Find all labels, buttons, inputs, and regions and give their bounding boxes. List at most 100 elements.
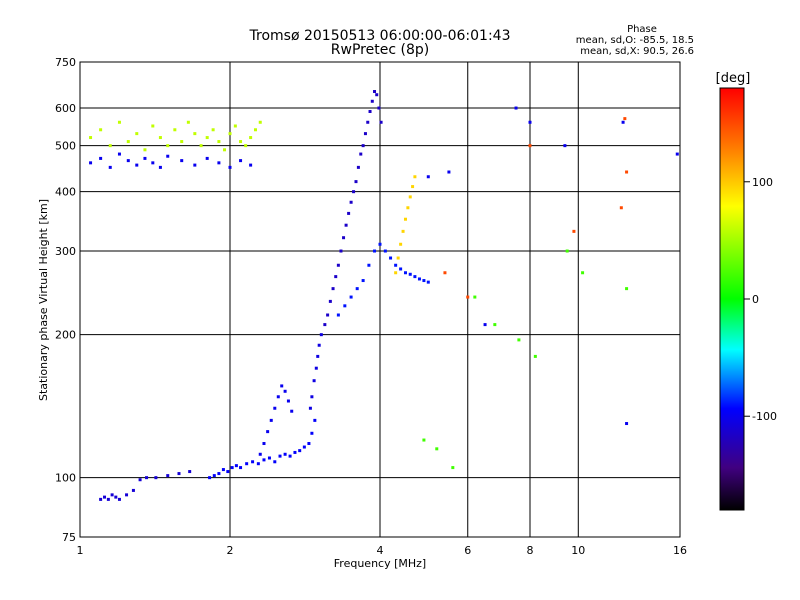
data-point — [278, 454, 282, 458]
data-point — [89, 161, 93, 165]
data-point — [126, 140, 130, 144]
data-point — [413, 275, 417, 279]
data-point — [251, 460, 255, 464]
data-point — [211, 128, 215, 132]
data-point — [166, 154, 170, 158]
data-point — [180, 159, 184, 163]
data-point — [343, 304, 347, 308]
data-point — [417, 277, 421, 281]
data-point — [288, 454, 292, 458]
data-point — [245, 462, 249, 466]
data-point — [563, 144, 567, 148]
x-tick-label: 4 — [377, 544, 384, 557]
data-point — [166, 144, 170, 148]
data-point — [394, 271, 398, 275]
data-point — [253, 128, 257, 132]
data-point — [367, 263, 371, 267]
data-point — [422, 279, 426, 283]
data-point — [283, 452, 287, 456]
data-point — [223, 148, 227, 152]
data-point — [267, 456, 271, 460]
data-point — [323, 323, 327, 327]
data-point — [378, 242, 382, 246]
data-point — [408, 272, 412, 276]
data-point — [117, 152, 121, 156]
data-point — [99, 156, 103, 160]
data-point — [347, 211, 351, 215]
y-tick-label: 600 — [55, 102, 76, 115]
data-point — [99, 128, 103, 132]
data-point — [403, 271, 407, 275]
data-point — [138, 478, 142, 482]
data-point — [308, 406, 312, 410]
data-point — [355, 287, 359, 291]
data-point — [228, 165, 232, 169]
data-point — [572, 229, 576, 233]
data-point — [621, 120, 625, 124]
data-point — [408, 195, 412, 199]
data-point — [126, 159, 130, 163]
data-point — [173, 128, 177, 132]
data-point — [334, 275, 338, 279]
phase-stats-x: mean, sd,X: 90.5, 26.6 — [580, 46, 694, 57]
y-tick-label: 500 — [55, 140, 76, 153]
data-point — [180, 140, 184, 144]
data-point — [110, 493, 114, 497]
data-point — [286, 399, 290, 403]
data-point — [375, 93, 379, 97]
data-point — [625, 287, 629, 291]
data-point — [249, 163, 253, 167]
data-point — [336, 313, 340, 317]
data-point — [394, 263, 398, 267]
data-point — [313, 418, 317, 422]
data-point — [623, 117, 627, 121]
data-point — [317, 343, 321, 347]
data-point — [186, 120, 190, 124]
data-point — [217, 140, 221, 144]
data-point — [106, 497, 110, 501]
colorbar-tick-label: 100 — [752, 176, 773, 189]
data-point — [135, 132, 139, 136]
data-point — [228, 132, 232, 136]
x-tick-label: 2 — [227, 544, 234, 557]
data-point — [125, 493, 129, 497]
data-point — [528, 144, 532, 148]
data-point — [426, 280, 430, 284]
data-point — [312, 379, 316, 383]
data-point — [435, 447, 439, 451]
data-point — [221, 468, 225, 472]
data-point — [675, 152, 679, 156]
chart-subtitle: RwPretec (8p) — [331, 42, 429, 58]
data-point — [411, 185, 415, 189]
y-axis-ticks: 75 100 200 300 400 500 600 750 — [55, 56, 76, 544]
data-point — [319, 333, 323, 337]
x-tick-label: 6 — [464, 544, 471, 557]
data-point — [217, 472, 221, 476]
x-tick-label: 8 — [527, 544, 534, 557]
data-point — [293, 450, 297, 454]
data-point — [266, 430, 270, 434]
data-point — [473, 295, 477, 299]
data-point — [373, 249, 377, 253]
x-axis-ticks: 1 2 4 6 8 10 16 — [77, 544, 688, 557]
data-point — [310, 431, 314, 435]
data-point — [239, 140, 243, 144]
data-point — [145, 476, 149, 480]
data-point — [234, 464, 238, 468]
data-point — [336, 263, 340, 267]
colorbar-label: [deg] — [716, 71, 751, 86]
data-point — [131, 488, 135, 492]
colorbar — [719, 87, 745, 511]
data-point — [565, 249, 569, 253]
data-point — [188, 470, 192, 474]
data-point — [177, 472, 181, 476]
data-point — [328, 299, 332, 303]
data-point — [361, 279, 365, 283]
data-point — [352, 190, 356, 194]
data-point — [114, 495, 118, 499]
data-point — [233, 124, 237, 128]
data-point — [368, 109, 372, 113]
data-point — [349, 295, 353, 299]
data-point — [262, 458, 266, 462]
